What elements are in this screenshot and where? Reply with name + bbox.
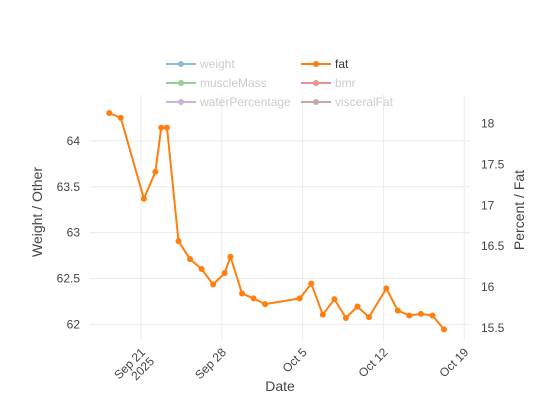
x-tick-label: Sep 28 xyxy=(192,345,229,382)
x-tick-label: Oct 5 xyxy=(280,345,310,375)
right-y-axis-title: Percent / Fat xyxy=(511,170,527,250)
x-axis-title: Date xyxy=(265,378,295,394)
right-y-tick-label: 16.5 xyxy=(481,239,505,253)
legend-label: bmr xyxy=(335,76,356,90)
left-y-tick-label: 63 xyxy=(67,226,81,240)
legend-swatch-marker xyxy=(313,99,319,105)
x-tick-label: Oct 12 xyxy=(356,345,391,380)
series-fat xyxy=(106,109,448,333)
series-line xyxy=(108,112,445,331)
data-point xyxy=(198,265,205,272)
data-point xyxy=(106,109,113,116)
legend-item-weight[interactable]: weight xyxy=(166,57,235,71)
data-point xyxy=(441,326,448,333)
legend-item-fat[interactable]: fat xyxy=(301,57,349,71)
right-y-tick-label: 16 xyxy=(481,280,495,294)
left-y-tick-label: 62 xyxy=(67,317,81,331)
data-point xyxy=(417,310,424,317)
legend-item-waterPercentage[interactable]: waterPercentage xyxy=(166,95,291,109)
legend-label: weight xyxy=(199,57,235,71)
right-y-tick-label: 18 xyxy=(481,117,495,131)
legend-item-muscleMass[interactable]: muscleMass xyxy=(166,76,267,90)
data-point xyxy=(227,253,234,260)
left-y-axis-title: Weight / Other xyxy=(29,167,45,257)
data-point xyxy=(250,295,257,302)
data-point xyxy=(429,312,436,319)
legend-item-bmr[interactable]: bmr xyxy=(301,76,356,90)
right-y-tick-label: 15.5 xyxy=(481,321,505,335)
data-point xyxy=(365,314,372,321)
data-point xyxy=(394,307,401,314)
data-point xyxy=(342,314,349,321)
legend-item-visceralFat[interactable]: visceralFat xyxy=(301,95,394,109)
plot-area xyxy=(106,109,448,333)
data-point xyxy=(158,124,165,131)
data-point xyxy=(308,280,315,287)
right-y-ticks: 15.5 16 16.5 17 17.5 18 xyxy=(481,117,505,335)
legend-swatch-marker xyxy=(178,99,184,105)
grid xyxy=(90,95,470,340)
data-point xyxy=(319,311,326,318)
data-point xyxy=(187,256,194,263)
legend-swatch-marker xyxy=(178,80,184,86)
legend-label: waterPercentage xyxy=(199,95,291,109)
data-point xyxy=(117,114,124,121)
legend: weight fat muscleMass bmr waterPercentage vis… xyxy=(166,57,394,109)
legend-swatch-marker xyxy=(313,80,319,86)
left-y-tick-label: 62.5 xyxy=(57,272,81,286)
legend-label: muscleMass xyxy=(200,76,267,90)
legend-swatch-marker xyxy=(313,61,319,67)
data-point xyxy=(296,295,303,302)
data-point xyxy=(221,270,228,277)
right-y-tick-label: 17 xyxy=(481,198,495,212)
data-point xyxy=(152,168,159,175)
data-point xyxy=(239,290,245,297)
left-y-ticks: 62 62.5 63 63.5 64 xyxy=(57,134,81,332)
data-point xyxy=(406,312,413,319)
data-point xyxy=(331,296,338,303)
data-point xyxy=(383,285,390,292)
legend-label: visceralFat xyxy=(335,95,394,109)
data-point xyxy=(354,303,361,310)
left-y-tick-label: 64 xyxy=(67,134,81,148)
data-point xyxy=(262,301,269,308)
data-point xyxy=(163,124,170,131)
legend-label: fat xyxy=(335,57,349,71)
data-point xyxy=(175,238,182,245)
data-point xyxy=(210,281,217,288)
legend-swatch-marker xyxy=(178,61,184,67)
right-y-tick-label: 17.5 xyxy=(481,157,505,171)
left-y-tick-label: 63.5 xyxy=(57,180,81,194)
x-tick-label: Oct 19 xyxy=(436,345,471,380)
data-point xyxy=(140,195,147,202)
